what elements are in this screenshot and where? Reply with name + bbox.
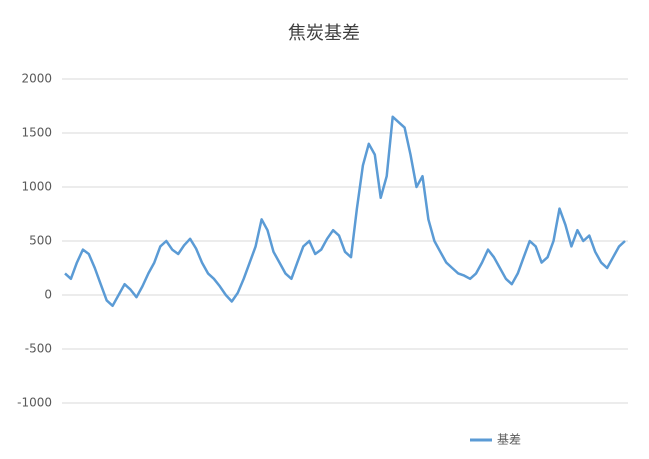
y-tick-label: 500 [29, 234, 52, 248]
y-tick-label: -500 [25, 342, 52, 356]
line [64, 115, 626, 308]
y-tick-label: 1500 [21, 126, 52, 140]
legend-label: 基差 [497, 433, 521, 447]
y-tick-label: 2000 [21, 72, 52, 86]
y-tick-label: -1000 [17, 396, 52, 410]
y-tick-label: 0 [44, 288, 52, 302]
y-tick-label: 1000 [21, 180, 52, 194]
chart-title: 焦炭基差 [288, 23, 360, 44]
